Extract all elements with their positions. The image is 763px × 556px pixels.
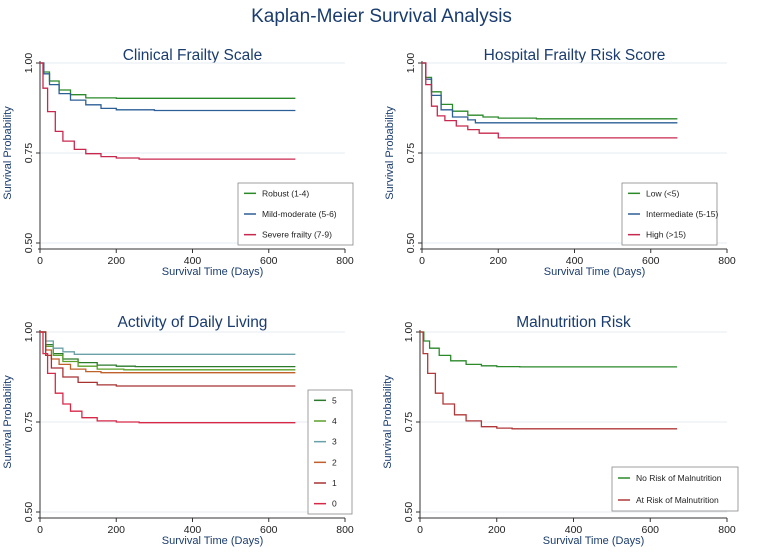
series-line-2 [422, 62, 678, 124]
panel-title: Activity of Daily Living [118, 314, 268, 331]
x-tick-label: 200 [489, 255, 507, 267]
x-axis-label: Survival Time (Days) [162, 535, 263, 547]
legend-label: 3 [332, 437, 337, 447]
x-tick-label: 600 [260, 524, 278, 536]
x-tick-label: 600 [641, 524, 659, 536]
x-tick-label: 800 [336, 255, 354, 267]
legend-label: 1 [332, 478, 337, 488]
series-line-5 [40, 331, 296, 387]
y-tick-label: 0.75 [23, 412, 35, 433]
x-axis-label: Survival Time (Days) [543, 535, 644, 547]
y-axis-label: Survival Probability [384, 106, 396, 200]
x-tick-label: 400 [184, 524, 202, 536]
series-line-4 [40, 331, 296, 374]
legend-label: 2 [332, 457, 337, 467]
x-tick-label: 800 [336, 524, 354, 536]
series-line-1 [422, 62, 678, 120]
series-line-6 [40, 331, 296, 424]
series-line-3 [40, 62, 296, 160]
x-tick-label: 400 [566, 255, 584, 267]
series-line-3 [422, 62, 678, 139]
x-tick-label: 0 [37, 524, 43, 536]
x-tick-label: 0 [37, 255, 43, 267]
legend-box [611, 466, 739, 512]
y-tick-label: 0.75 [23, 143, 35, 164]
x-tick-label: 0 [419, 255, 425, 267]
legend-label: Robust (1-4) [262, 188, 309, 198]
panel-3: Activity of Daily Living 0 200 400 600 800 0.5… [2, 314, 354, 547]
panel-title: Clinical Frailty Scale [123, 47, 263, 64]
x-tick-label: 200 [107, 524, 125, 536]
legend-label: 4 [332, 416, 337, 426]
series-line-1 [40, 62, 296, 99]
x-tick-label: 0 [417, 524, 423, 536]
y-tick-label: 1.00 [405, 53, 417, 74]
legend: Low (<5) Intermediate (5-15) High (>15) [621, 182, 718, 246]
legend: 5 4 3 2 1 0 [307, 389, 353, 515]
y-tick-label: 0.50 [403, 502, 415, 523]
panel-1: Clinical Frailty Scale 0 200 400 600 800 0.50 0… [2, 47, 354, 278]
y-axis-label: Survival Probability [382, 375, 394, 469]
legend-label: Intermediate (5-15) [646, 209, 718, 219]
y-axis-label: Survival Probability [2, 375, 14, 469]
x-axis-label: Survival Time (Days) [162, 266, 263, 278]
series-line-2 [40, 331, 296, 371]
figure-title: Kaplan-Meier Survival Analysis [251, 6, 512, 27]
x-axis-label: Survival Time (Days) [544, 266, 645, 278]
y-tick-label: 0.50 [23, 502, 35, 523]
y-tick-label: 1.00 [23, 53, 35, 74]
x-tick-label: 600 [642, 255, 660, 267]
y-tick-label: 0.75 [403, 412, 415, 433]
y-axis-label: Survival Probability [2, 106, 14, 200]
legend-label: Low (<5) [646, 188, 679, 198]
x-tick-label: 800 [718, 524, 736, 536]
x-tick-label: 200 [107, 255, 125, 267]
y-tick-label: 0.50 [405, 233, 417, 254]
series-line-2 [40, 62, 296, 112]
panel-title: Malnutrition Risk [516, 314, 631, 331]
legend-label: At Risk of Malnutrition [636, 495, 719, 505]
legend-label: High (>15) [646, 230, 686, 240]
x-tick-label: 800 [718, 255, 736, 267]
panel-title: Hospital Frailty Risk Score [484, 47, 666, 64]
panel-4: Malnutrition Risk 0 200 400 600 800 0.50 0.75 1.… [382, 314, 739, 547]
x-tick-label: 600 [260, 255, 278, 267]
x-tick-label: 400 [184, 255, 202, 267]
y-tick-label: 1.00 [403, 322, 415, 343]
legend-box [237, 182, 354, 246]
series-line-1 [40, 331, 296, 368]
y-tick-label: 0.50 [23, 233, 35, 254]
legend-label: Severe frailty (7-9) [262, 230, 332, 240]
legend-label: Mild-moderate (5-6) [262, 209, 337, 219]
series-line-2 [420, 331, 678, 430]
legend: No Risk of Malnutrition At Risk of Malnut… [611, 466, 739, 512]
series-line-1 [420, 331, 678, 368]
legend-label: No Risk of Malnutrition [636, 473, 722, 483]
legend: Robust (1-4) Mild-moderate (5-6) Severe fr… [237, 182, 354, 246]
y-tick-label: 1.00 [23, 322, 35, 343]
legend-label: 0 [332, 499, 337, 509]
legend-label: 5 [332, 395, 337, 405]
legend-box [307, 389, 353, 515]
x-tick-label: 200 [488, 524, 506, 536]
panel-2: Hospital Frailty Risk Score 0 200 400 600 800… [384, 47, 736, 278]
y-tick-label: 0.75 [405, 143, 417, 164]
series-line-3 [40, 331, 296, 355]
x-tick-label: 400 [565, 524, 583, 536]
